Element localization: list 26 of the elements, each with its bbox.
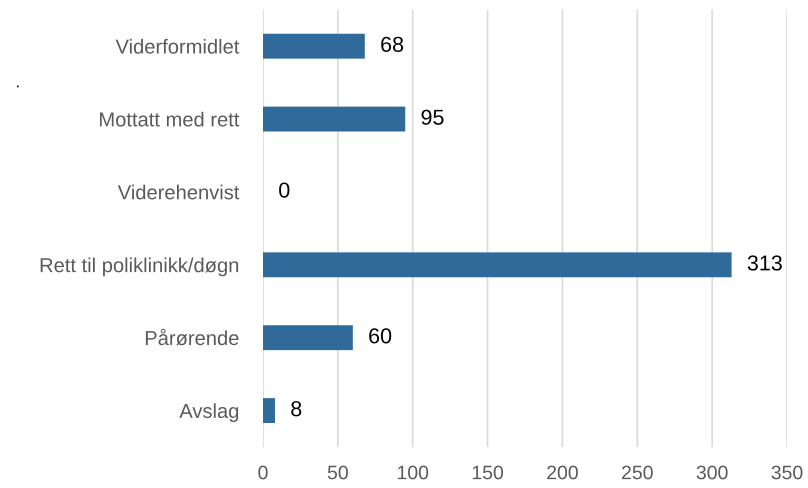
bar bbox=[263, 34, 365, 59]
data-label: 95 bbox=[422, 110, 444, 125]
y-tick-label: Viderformidlet bbox=[116, 38, 240, 54]
y-tick-label: Pårørende bbox=[146, 328, 239, 346]
bar bbox=[263, 252, 732, 278]
data-label: 68 bbox=[381, 36, 404, 52]
y-tick-label: Avslag bbox=[179, 403, 238, 422]
x-tick-label: 150 bbox=[472, 466, 504, 480]
x-tick-label: 100 bbox=[398, 466, 428, 480]
bar bbox=[263, 106, 406, 132]
x-tick-label: 350 bbox=[772, 466, 802, 480]
bar bbox=[263, 398, 275, 423]
data-label: 313 bbox=[748, 255, 782, 271]
bar bbox=[263, 325, 353, 350]
data-label: 0 bbox=[279, 182, 290, 198]
text: . bbox=[16, 86, 19, 88]
y-tick-label: Rett til poliklinikk/døgn bbox=[40, 258, 238, 276]
data-label: 8 bbox=[291, 401, 302, 416]
x-tick-label: 0 bbox=[258, 466, 268, 480]
y-tick-label: Viderehenvist bbox=[118, 184, 240, 200]
x-tick-label: 300 bbox=[696, 466, 728, 480]
data-label: 60 bbox=[369, 328, 392, 344]
x-tick-label: 200 bbox=[547, 466, 578, 480]
x-tick-label: 250 bbox=[622, 466, 653, 480]
x-tick-label: 50 bbox=[328, 466, 348, 480]
y-tick-label: Mottatt med rett bbox=[100, 112, 240, 127]
